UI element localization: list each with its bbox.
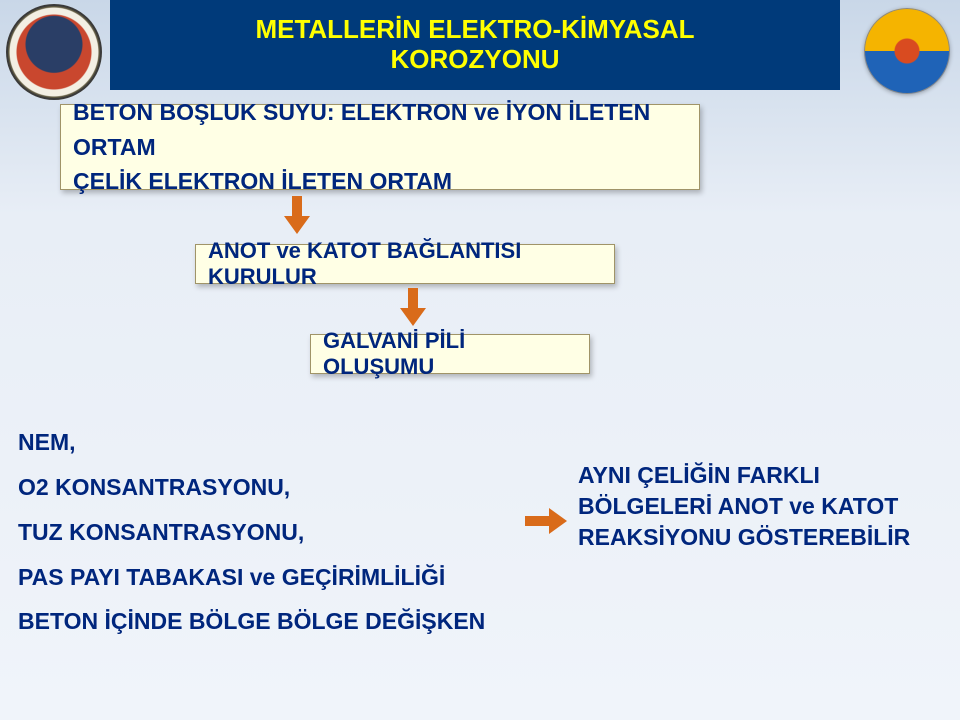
factors-list: NEM, O2 KONSANTRASYONU, TUZ KONSANTRASYO… <box>18 420 488 644</box>
arrow-down-icon <box>284 196 310 236</box>
list-item: TUZ KONSANTRASYONU, <box>18 510 488 555</box>
title-line2: KOROZYONU <box>391 45 560 75</box>
result-line2: BÖLGELERİ ANOT ve KATOT <box>578 491 938 522</box>
list-item: PAS PAYI TABAKASI ve GEÇİRİMLİLİĞİ <box>18 555 488 600</box>
result-line1: AYNI ÇELİĞİN FARKLI <box>578 460 938 491</box>
title-bar: METALLERİN ELEKTRO-KİMYASAL KOROZYONU <box>110 0 840 90</box>
arrow-right-icon <box>525 508 571 534</box>
result-line3: REAKSİYONU GÖSTEREBİLİR <box>578 522 938 553</box>
box-media-line2: ÇELİK ELEKTRON İLETEN ORTAM <box>73 164 452 199</box>
slide: METALLERİN ELEKTRO-KİMYASAL KOROZYONU BE… <box>0 0 960 720</box>
box-media-line1: BETON BOŞLUK SUYU: ELEKTRON ve İYON İLET… <box>73 95 687 164</box>
box-anot-text: ANOT ve KATOT BAĞLANTISI KURULUR <box>208 238 602 290</box>
box-anot-katot: ANOT ve KATOT BAĞLANTISI KURULUR <box>195 244 615 284</box>
list-item: NEM, <box>18 420 488 465</box>
faculty-logo-right <box>864 8 950 94</box>
university-logo-left <box>6 4 102 100</box>
box-media: BETON BOŞLUK SUYU: ELEKTRON ve İYON İLET… <box>60 104 700 190</box>
box-galvani: GALVANİ PİLİ OLUŞUMU <box>310 334 590 374</box>
result-block: AYNI ÇELİĞİN FARKLI BÖLGELERİ ANOT ve KA… <box>578 460 938 553</box>
box-galvani-text: GALVANİ PİLİ OLUŞUMU <box>323 328 577 380</box>
list-item: O2 KONSANTRASYONU, <box>18 465 488 510</box>
title-line1: METALLERİN ELEKTRO-KİMYASAL <box>255 15 694 45</box>
list-item: BETON İÇİNDE BÖLGE BÖLGE DEĞİŞKEN <box>18 599 488 644</box>
arrow-down-icon <box>400 288 426 328</box>
